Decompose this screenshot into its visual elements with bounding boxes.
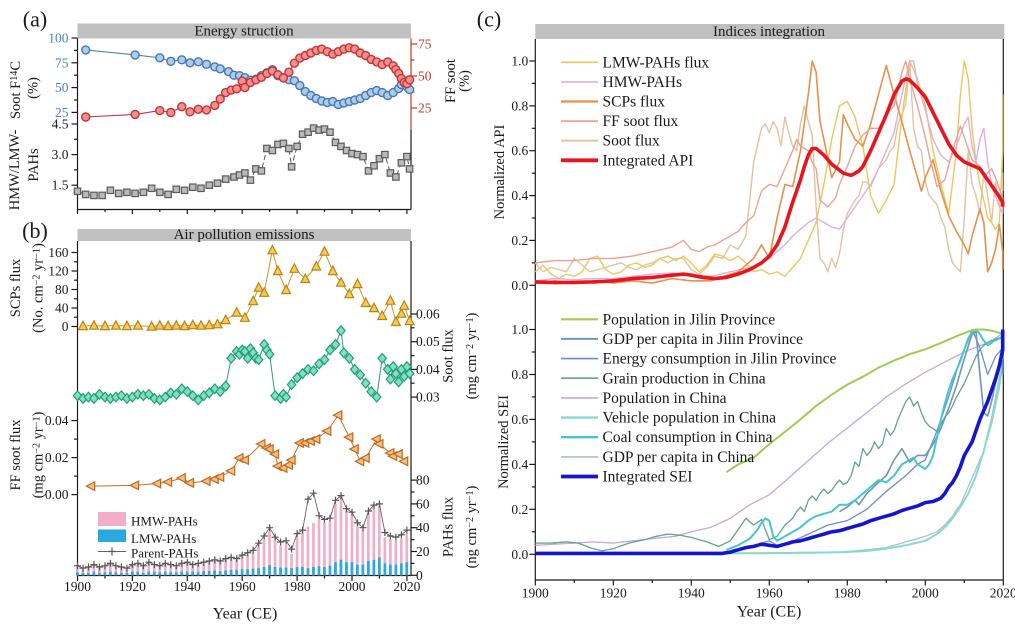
svg-text:1920: 1920 [600, 586, 627, 601]
svg-text:PAHs: PAHs [26, 148, 42, 182]
svg-text:1920: 1920 [119, 579, 146, 594]
svg-text:0.05: 0.05 [416, 334, 440, 349]
svg-text:HMW-PAHs: HMW-PAHs [131, 514, 198, 529]
svg-text:Normalized SEI: Normalized SEI [496, 395, 512, 489]
svg-text:25: 25 [418, 101, 432, 116]
svg-text:(%): (%) [457, 70, 473, 92]
svg-text:0.0: 0.0 [511, 278, 528, 293]
svg-text:2000: 2000 [912, 586, 939, 601]
svg-text:60: 60 [416, 496, 430, 511]
svg-text:PAHs flux: PAHs flux [441, 496, 457, 557]
svg-text:Integrated SEI: Integrated SEI [603, 469, 693, 486]
svg-text:1940: 1940 [678, 586, 705, 601]
svg-text:80: 80 [55, 282, 69, 297]
svg-text:Energy struction: Energy struction [194, 24, 294, 40]
svg-text:0.4: 0.4 [511, 188, 528, 203]
svg-text:Population in Jilin Province: Population in Jilin Province [603, 311, 776, 328]
svg-text:0.06: 0.06 [416, 307, 440, 322]
svg-text:(a): (a) [23, 7, 47, 32]
svg-text:0.04: 0.04 [416, 362, 440, 377]
svg-text:SCPs flux: SCPs flux [8, 258, 24, 317]
svg-text:160: 160 [48, 245, 69, 260]
svg-text:0: 0 [416, 568, 423, 583]
svg-text:(mg cm−2 yr−1): (mg cm−2 yr−1) [31, 411, 47, 498]
svg-text:75: 75 [55, 55, 69, 70]
svg-text:Normalized API: Normalized API [492, 125, 508, 220]
svg-text:0.8: 0.8 [511, 367, 528, 382]
svg-text:0.6: 0.6 [511, 412, 528, 427]
svg-text:2000: 2000 [339, 579, 366, 594]
svg-text:80: 80 [416, 473, 430, 488]
svg-text:FF soot: FF soot [443, 59, 459, 103]
svg-text:Population in China: Population in China [603, 390, 727, 407]
svg-text:75: 75 [418, 37, 432, 52]
svg-text:HMW/LMW-: HMW/LMW- [7, 130, 23, 211]
svg-text:Soot flux: Soot flux [603, 133, 661, 150]
svg-text:1.0: 1.0 [511, 54, 528, 69]
svg-text:40: 40 [55, 301, 69, 316]
svg-text:1940: 1940 [174, 579, 201, 594]
svg-text:120: 120 [48, 264, 69, 279]
svg-text:4.5: 4.5 [52, 117, 69, 132]
svg-text:1980: 1980 [834, 586, 861, 601]
svg-text:1900: 1900 [522, 586, 549, 601]
svg-text:25: 25 [55, 105, 69, 120]
svg-text:2020: 2020 [990, 586, 1015, 601]
svg-text:HMW-PAHs: HMW-PAHs [603, 74, 683, 91]
svg-text:Year (CE): Year (CE) [213, 606, 278, 623]
svg-text:(%): (%) [26, 77, 42, 99]
svg-text:0.00: 0.00 [45, 487, 69, 502]
svg-text:1.0: 1.0 [511, 322, 528, 337]
svg-text:Soot F14C: Soot F14C [8, 61, 24, 119]
svg-text:Energy consumption in Jilin Pr: Energy consumption in Jilin Province [603, 351, 837, 368]
svg-text:Grain production in China: Grain production in China [603, 370, 766, 387]
svg-text:1960: 1960 [756, 586, 783, 601]
svg-text:SCPs flux: SCPs flux [603, 94, 666, 111]
svg-text:LMW-PAHs: LMW-PAHs [131, 531, 196, 546]
svg-text:FF soot flux: FF soot flux [603, 113, 679, 130]
svg-text:3.0: 3.0 [52, 147, 69, 162]
svg-text:100: 100 [48, 31, 69, 46]
svg-text:0.2: 0.2 [511, 502, 528, 517]
svg-text:Indices integration: Indices integration [713, 24, 826, 40]
svg-text:0.03: 0.03 [416, 390, 440, 405]
svg-text:(c): (c) [477, 7, 501, 32]
svg-text:2020: 2020 [393, 579, 420, 594]
svg-text:50: 50 [55, 80, 69, 95]
svg-text:Year (CE): Year (CE) [737, 604, 802, 621]
svg-text:(ng cm−2 yr−1): (ng cm−2 yr−1) [464, 485, 480, 568]
svg-text:0.6: 0.6 [511, 143, 528, 158]
svg-text:GDP per capita in Jilin Provin: GDP per capita in Jilin Province [603, 331, 804, 348]
svg-text:20: 20 [416, 544, 430, 559]
svg-text:Air pollution emissions: Air pollution emissions [174, 227, 315, 243]
svg-text:LMW-PAHs flux: LMW-PAHs flux [603, 54, 710, 71]
svg-text:0.4: 0.4 [511, 457, 528, 472]
svg-text:1.5: 1.5 [52, 178, 69, 193]
svg-text:Soot flux: Soot flux [441, 328, 457, 382]
svg-text:0: 0 [62, 319, 69, 334]
svg-text:1960: 1960 [229, 579, 256, 594]
svg-text:0.0: 0.0 [511, 547, 528, 562]
svg-text:50: 50 [418, 69, 432, 84]
svg-text:(No. cm−2 yr−1): (No. cm−2 yr−1) [31, 243, 47, 333]
svg-text:GDP per capita in China: GDP per capita in China [603, 449, 755, 466]
svg-text:0.04: 0.04 [45, 413, 69, 428]
svg-text:Parent-PAHs: Parent-PAHs [131, 546, 198, 561]
svg-text:Vehicle population in China: Vehicle population in China [603, 410, 777, 427]
svg-text:40: 40 [416, 520, 430, 535]
svg-text:0.2: 0.2 [511, 233, 528, 248]
svg-text:0.02: 0.02 [45, 450, 69, 465]
svg-text:Coal consumption in China: Coal consumption in China [603, 429, 773, 446]
svg-text:(b): (b) [22, 218, 48, 243]
svg-text:Integrated API: Integrated API [603, 152, 694, 169]
svg-text:0.8: 0.8 [511, 98, 528, 113]
svg-text:(mg cm−2 yr−1): (mg cm−2 yr−1) [464, 312, 480, 399]
svg-text:1900: 1900 [64, 579, 91, 594]
svg-text:1980: 1980 [284, 579, 311, 594]
svg-text:FF soot flux: FF soot flux [8, 419, 24, 491]
